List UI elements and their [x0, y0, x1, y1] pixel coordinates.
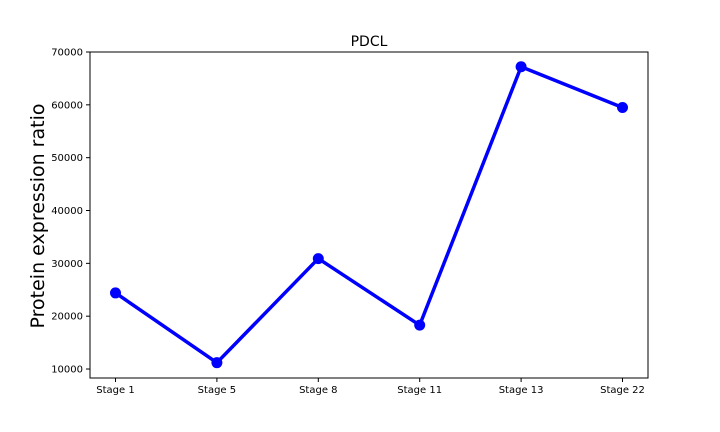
x-tick-label: Stage 1	[96, 385, 134, 396]
data-point	[211, 357, 223, 369]
x-tick-label: Stage 5	[198, 385, 236, 396]
data-point	[312, 253, 324, 265]
y-tick-label: 50000	[51, 153, 83, 164]
data-point	[617, 101, 628, 113]
data-point	[414, 319, 426, 331]
data-point	[515, 61, 527, 73]
y-tick-label: 10000	[51, 365, 83, 376]
x-tick-label: Stage 13	[499, 385, 544, 396]
x-tick-label: Stage 8	[299, 385, 337, 396]
data-point	[110, 287, 121, 299]
series-line	[114, 65, 624, 365]
x-tick-label: Stage 22	[600, 385, 645, 396]
y-tick-label: 70000	[51, 48, 83, 59]
y-tick-label: 30000	[51, 259, 83, 270]
x-tick-label: Stage 11	[397, 385, 442, 396]
chart-title: PDCL	[351, 34, 388, 50]
y-tick-label: 40000	[51, 206, 83, 217]
y-tick-label: 60000	[51, 100, 83, 111]
plot-area: 10000 20000 30000 40000 50000 60000 70000 Stage…	[51, 48, 649, 396]
y-tick-label: 20000	[51, 312, 83, 323]
y-axis-label: Protein expression ratio	[27, 104, 49, 329]
plot-frame	[89, 51, 649, 379]
